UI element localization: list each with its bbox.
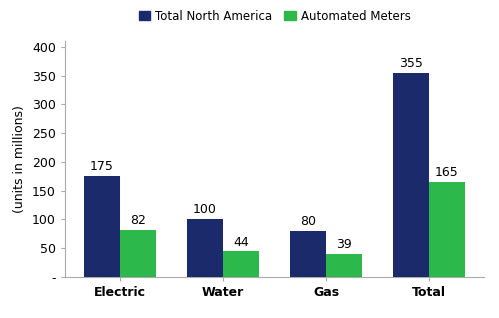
Bar xyxy=(429,182,465,277)
Text: 165: 165 xyxy=(435,166,459,179)
Bar xyxy=(84,176,120,277)
Text: 39: 39 xyxy=(336,238,352,252)
Text: 80: 80 xyxy=(300,215,316,228)
Y-axis label: (units in millions): (units in millions) xyxy=(13,105,26,213)
Bar xyxy=(290,231,326,277)
Legend: Total North America, Automated Meters: Total North America, Automated Meters xyxy=(134,5,415,27)
Bar xyxy=(223,252,259,277)
Bar xyxy=(393,73,429,277)
Text: 175: 175 xyxy=(90,160,114,173)
Text: 100: 100 xyxy=(193,204,217,216)
Text: 44: 44 xyxy=(233,236,249,249)
Bar xyxy=(120,230,156,277)
Bar xyxy=(187,219,223,277)
Bar xyxy=(326,254,362,277)
Text: 355: 355 xyxy=(399,57,423,70)
Text: 82: 82 xyxy=(130,214,146,227)
